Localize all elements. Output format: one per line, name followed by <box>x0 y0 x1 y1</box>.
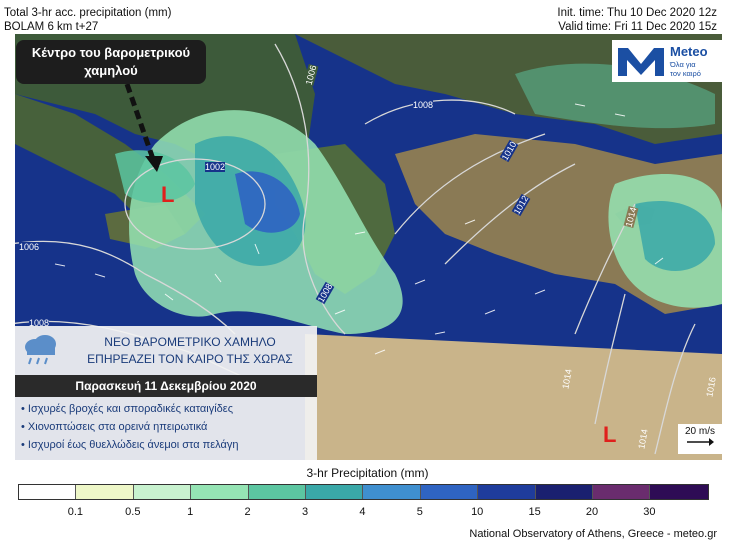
init-time: Init. time: Thu 10 Dec 2020 12z <box>557 7 717 19</box>
legend-tick-label: 15 <box>528 506 541 518</box>
wind-scale-label: 20 m/s <box>684 426 715 437</box>
legend-tick-label: 2 <box>244 506 251 518</box>
logo-tagline-2: τον καιρό <box>670 69 701 78</box>
legend-tick-label: 10 <box>471 506 484 518</box>
wind-vectors <box>54 103 664 355</box>
legend-color-cell <box>191 485 249 499</box>
bullet-item: • Ισχυροί έως θυελλώδεις άνεμοι στα πελά… <box>21 439 239 451</box>
callout-line-1: Κέντρο του βαρομετρικού <box>31 45 191 60</box>
forecast-info-box: ΝΕΟ ΒΑΡΟΜΕΤΡΙΚΟ ΧΑΜΗΛΟ ΕΠΗΡΕΑΖΕΙ ΤΟΝ ΚΑΙ… <box>15 326 317 460</box>
legend-color-cell <box>535 485 593 499</box>
legend-color-bar <box>18 484 709 500</box>
logo-name: Meteo <box>670 44 708 59</box>
precip-area-low <box>115 150 195 203</box>
legend-tick-label: 30 <box>643 506 656 518</box>
legend-tick-label: 0.1 <box>67 506 84 518</box>
legend-tick-label: 5 <box>416 506 423 518</box>
low-pressure-callout: Κέντρο του βαρομετρικού χαμηλού <box>16 40 206 84</box>
legend-color-cell <box>248 485 306 499</box>
meteo-m-icon <box>614 42 668 80</box>
isobar-label: 1008 <box>29 318 50 328</box>
legend-title: 3-hr Precipitation (mm) <box>306 466 429 480</box>
land-africa <box>305 334 722 460</box>
legend-color-cell <box>76 485 134 499</box>
product-title: Total 3-hr acc. precipitation (mm) <box>4 7 172 19</box>
forecast-date: Παρασκευή 11 Δεκεμβρίου 2020 <box>15 375 317 397</box>
meteo-logo: Meteo Όλα για τον καιρό <box>612 40 722 82</box>
info-headline: ΝΕΟ ΒΑΡΟΜΕΤΡΙΚΟ ΧΑΜΗΛΟ ΕΠΗΡΕΑΖΕΙ ΤΟΝ ΚΑΙ… <box>15 326 317 375</box>
legend-tick-label: 4 <box>359 506 366 518</box>
legend-color-cell <box>592 485 651 499</box>
header-left: Total 3-hr acc. precipitation (mm) BOLAM… <box>4 6 171 34</box>
arrow-right-icon <box>687 438 714 446</box>
model-run: BOLAM 6 km t+27 <box>4 21 99 33</box>
bullet-item: • Χιονοπτώσεις στα ορεινά ηπειρωτικά <box>21 421 208 433</box>
precip-area-intense <box>235 171 300 233</box>
bullet-item: • Ισχυρές βροχές και σποραδικές καταιγίδ… <box>21 403 234 415</box>
credit-text: National Observatory of Athens, Greece -… <box>469 528 717 540</box>
pointer-arrowhead <box>145 156 163 172</box>
header-right: Init. time: Thu 10 Dec 2020 12z Valid ti… <box>557 6 717 34</box>
logo-tagline-1: Όλα για <box>670 60 696 69</box>
isobar-label: 1008 <box>413 100 434 110</box>
precip-area-east-core <box>635 200 715 271</box>
headline-line-2: ΕΠΗΡΕΑΖΕΙ ΤΟΝ ΚΑΙΡΟ ΤΗΣ ΧΩΡΑΣ <box>87 352 293 366</box>
legend-tick-label: 1 <box>187 506 194 518</box>
forecast-bullets: • Ισχυρές βροχές και σποραδικές καταιγίδ… <box>15 397 317 460</box>
isobar-label: 1006 <box>19 242 40 252</box>
headline-line-1: ΝΕΟ ΒΑΡΟΜΕΤΡΙΚΟ ΧΑΜΗΛΟ <box>104 335 276 349</box>
logo-tagline: Όλα για τον καιρό <box>670 60 701 78</box>
legend-tick-label: 3 <box>301 506 309 518</box>
valid-time: Valid time: Fri 11 Dec 2020 15z <box>558 21 717 33</box>
callout-line-2: χαμηλού <box>84 63 138 78</box>
wind-scale-reference: 20 m/s <box>678 424 722 454</box>
legend-color-cell <box>650 485 708 499</box>
rain-cloud-icon <box>25 335 56 365</box>
isobar-label: 1002 <box>205 162 226 172</box>
legend-color-cell <box>305 485 364 499</box>
legend-color-cell <box>133 485 192 499</box>
legend-tick-label: 0.5 <box>125 506 141 518</box>
legend-color-cell <box>420 485 479 499</box>
low-pressure-marker: L <box>161 182 175 207</box>
legend-color-cell <box>19 485 77 499</box>
legend-color-cell <box>478 485 536 499</box>
low-pressure-marker: L <box>603 422 617 447</box>
legend-tick-label: 20 <box>585 506 599 518</box>
legend-color-cell <box>363 485 421 499</box>
